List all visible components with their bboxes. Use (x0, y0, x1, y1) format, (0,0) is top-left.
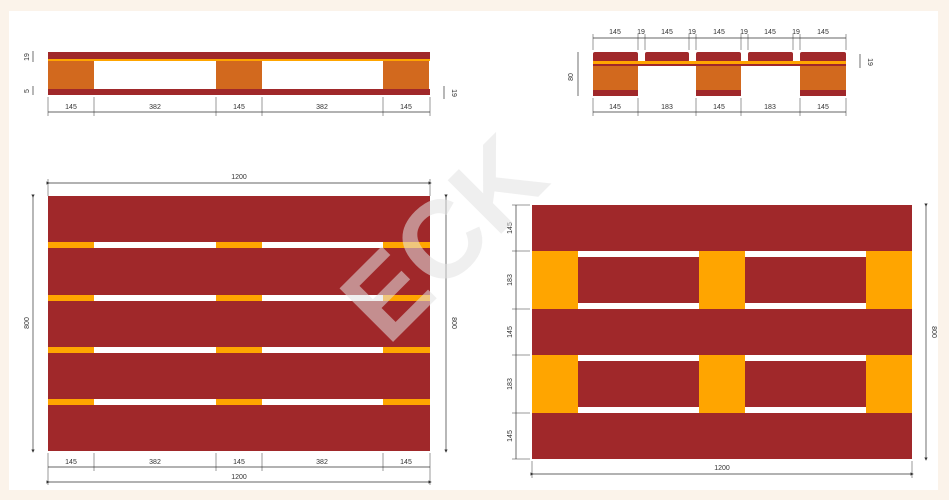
dim-height-left: 800 (24, 317, 31, 329)
bottom-board (696, 90, 741, 96)
deck-gap (745, 251, 866, 257)
dim-label: 145 (507, 430, 514, 442)
dim-label: 145 (65, 104, 77, 111)
block (48, 399, 94, 405)
block (699, 355, 745, 413)
dim-label: 19 (688, 29, 696, 36)
block (866, 355, 912, 413)
stringer-board (593, 61, 846, 64)
dim-width-bottom: 1200 (714, 465, 730, 472)
dim-height-right: 800 (930, 326, 937, 338)
gap-row (48, 347, 430, 353)
deck-surface (532, 205, 912, 459)
dim-label: 19 (740, 29, 748, 36)
top-board (696, 52, 741, 62)
dim-label: 183 (507, 274, 514, 286)
dim-label: 145 (233, 104, 245, 111)
bottom-board (593, 90, 638, 96)
dim-label: 183 (507, 378, 514, 390)
top-view-right: 145 183 145 183 145 800 1200 (507, 205, 937, 478)
dim-label: 145 (400, 104, 412, 111)
dim-label: 145 (609, 29, 621, 36)
block (593, 66, 638, 90)
dim-right-mark: 19 (450, 89, 457, 97)
deck-gap (745, 303, 866, 309)
block (532, 251, 578, 309)
dim-label: 382 (149, 104, 161, 111)
deck-gap (745, 407, 866, 413)
block (699, 251, 745, 309)
dim-label: 145 (233, 459, 245, 466)
block (866, 251, 912, 309)
bottom-board (48, 89, 430, 95)
dim-gap: 5 (24, 89, 31, 93)
dim-board-thickness: 19 (24, 53, 31, 61)
block (383, 61, 429, 89)
dim-label: 382 (149, 459, 161, 466)
block (216, 295, 262, 301)
block (48, 347, 94, 353)
deck-gap (578, 251, 699, 257)
dim-label: 183 (661, 104, 673, 111)
top-board-strip (48, 59, 430, 61)
dim-label: 145 (400, 459, 412, 466)
dim-label: 145 (713, 29, 725, 36)
block (48, 295, 94, 301)
block (532, 355, 578, 413)
dim-width-top: 1200 (231, 174, 247, 181)
deck-gap (745, 355, 866, 361)
dim-label: 382 (316, 459, 328, 466)
dim-label: 19 (792, 29, 800, 36)
dim-label: 145 (713, 104, 725, 111)
dim-label: 145 (507, 326, 514, 338)
top-board (48, 52, 430, 59)
dim-right-mark: 19 (866, 58, 873, 66)
deck-gap (578, 407, 699, 413)
dim-label: 145 (817, 29, 829, 36)
top-board (645, 52, 689, 62)
block (48, 61, 94, 89)
dim-label: 145 (764, 29, 776, 36)
dim-height-right: 800 (450, 317, 457, 329)
dim-label: 145 (609, 104, 621, 111)
dim-height: 80 (568, 73, 575, 81)
dim-label: 145 (817, 104, 829, 111)
stringer-board (593, 64, 846, 66)
dim-label: 382 (316, 104, 328, 111)
dim-label: 145 (661, 29, 673, 36)
block (216, 61, 262, 89)
top-board (800, 52, 846, 62)
block (48, 242, 94, 248)
block (383, 399, 430, 405)
block (800, 66, 846, 90)
block (216, 347, 262, 353)
block (216, 399, 262, 405)
bottom-board (800, 90, 846, 96)
deck-gap (578, 355, 699, 361)
deck-gap (578, 303, 699, 309)
dim-label: 183 (764, 104, 776, 111)
top-board (593, 52, 638, 62)
dim-label: 19 (637, 29, 645, 36)
block (216, 242, 262, 248)
dim-width-bottom: 1200 (231, 474, 247, 481)
top-board (748, 52, 793, 62)
block (696, 66, 741, 90)
gap-row (48, 399, 430, 405)
dim-label: 145 (65, 459, 77, 466)
